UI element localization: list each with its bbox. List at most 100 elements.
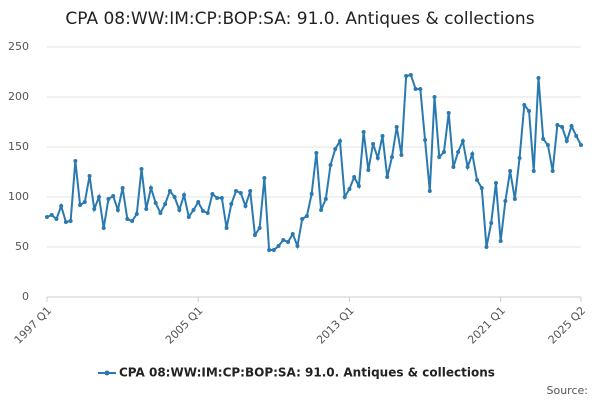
data-point [286,240,291,244]
data-point [290,232,295,236]
data-point [295,244,300,248]
data-point [139,167,144,171]
data-point [522,103,527,107]
data-point [234,189,239,193]
data-point [182,193,187,197]
data-point [267,248,272,252]
data-point [271,248,276,252]
data-point [503,199,508,203]
data-point [96,195,101,199]
data-point [508,169,513,173]
data-point [243,204,248,208]
data-point [366,168,371,172]
data-point [191,208,196,212]
x-tick-label: 2021 Q1 [465,304,508,347]
data-point [153,201,158,205]
x-tick-label: 2013 Q1 [314,304,357,347]
data-point [120,186,125,190]
data-point [423,138,428,142]
data-point [73,159,78,163]
data-point [371,142,376,146]
x-tick-label: 2005 Q1 [163,304,206,347]
data-point [404,74,409,78]
series-line [46,73,582,251]
data-point [498,239,503,243]
data-point [115,208,120,212]
data-point [484,245,489,249]
data-point [545,143,550,147]
data-point [257,226,262,230]
data-point [319,208,324,212]
data-point [262,176,267,180]
x-tick-label: 2025 Q2 [546,304,589,347]
data-point [144,207,149,211]
data-point [479,186,484,190]
data-point [200,209,205,213]
data-point [470,152,475,156]
data-point [342,195,347,199]
y-tick-label: 200 [8,90,29,103]
data-point [167,189,172,193]
data-point [517,156,522,160]
data-point [238,191,243,195]
y-tick-label: 250 [8,40,29,53]
data-point [380,134,385,138]
data-point [196,200,201,204]
data-point [130,219,135,223]
data-point [177,208,182,212]
data-point [446,111,451,115]
legend: CPA 08:WW:IM:CP:BOP:SA: 91.0. Antiques &… [119,366,495,380]
data-point [427,189,432,193]
data-point [408,73,413,77]
data-point [224,226,229,230]
data-point [68,219,73,223]
data-point [579,143,583,147]
data-point [394,125,399,129]
data-point [389,155,394,159]
data-point [337,139,342,143]
data-point [54,217,59,221]
source: Source: [547,384,589,397]
data-point [531,169,536,173]
data-point [489,221,494,225]
data-point [281,238,286,242]
data-point [106,197,111,201]
data-point [399,153,404,157]
data-point [432,95,437,99]
data-point [125,217,130,221]
data-point [63,220,68,224]
data-point [560,125,565,129]
data-point [465,165,470,169]
data-point [456,150,461,154]
data-point [574,134,579,138]
data-point [460,139,465,143]
data-point [172,195,177,199]
data-point [375,156,380,160]
legend-marker [104,370,110,376]
data-point [493,181,498,185]
data-point [309,192,314,196]
data-point [210,192,215,196]
data-point [111,194,116,198]
data-point [205,211,210,215]
data-point [512,197,517,201]
data-point [328,163,333,167]
data-point [564,139,569,143]
data-point [215,196,220,200]
y-tick-label: 50 [15,240,29,253]
data-point [49,213,54,217]
data-point [229,202,234,206]
data-point [59,204,64,208]
data-point [413,87,418,91]
data-point [45,215,49,219]
data-point [252,233,257,237]
data-point [356,184,361,188]
data-point [361,130,366,134]
data-point [82,200,87,204]
data-point [148,186,153,190]
data-point [527,109,532,113]
x-tick-label: 1997 Q1 [12,304,55,347]
data-point [475,178,480,182]
data-point [418,87,423,91]
data-point [276,244,281,248]
